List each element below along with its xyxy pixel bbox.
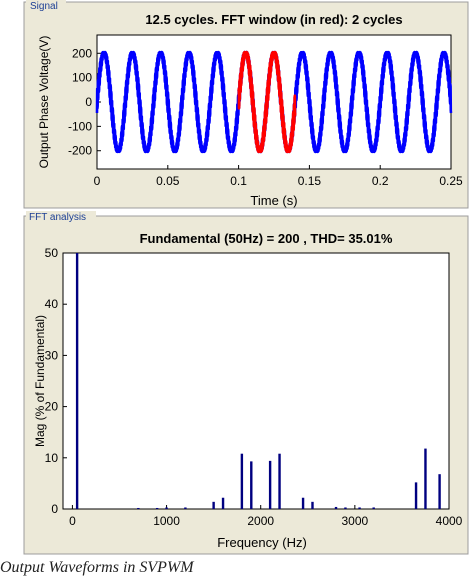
signal-xtick-label: 0.15 [298, 174, 322, 188]
fft-bar [424, 448, 427, 509]
signal-xtick-label: 0.1 [230, 174, 247, 188]
signal-xtick-label: 0.25 [439, 174, 463, 188]
fft-chart: Fundamental (50Hz) = 200 , THD= 35.01% F… [33, 231, 463, 550]
signal-ytick-label: 100 [72, 71, 92, 85]
fft-bar [278, 453, 281, 509]
fft-bar [372, 507, 375, 509]
signal-xtick-label: 0.2 [372, 174, 389, 188]
fft-xtick-label: 0 [69, 514, 76, 528]
fft-bar [240, 453, 244, 509]
signal-xlabel: Time (s) [250, 193, 297, 208]
fft-bar [344, 507, 347, 509]
signal-chart: 12.5 cycles. FFT window (in red): 2 cycl… [37, 12, 463, 208]
fft-xlabel: Frequency (Hz) [217, 535, 307, 550]
signal-ytick-label: -100 [68, 119, 92, 133]
fft-ylabel: Mag (% of Fundamental) [33, 315, 47, 447]
fft-ytick-label: 30 [45, 348, 59, 362]
fft-ytick-label: 40 [45, 297, 59, 311]
fft-bar [358, 507, 361, 509]
fft-xtick-label: 1000 [153, 514, 180, 528]
signal-ytick-label: 200 [72, 46, 92, 60]
fft-xtick-label: 2000 [247, 514, 274, 528]
fft-bar [165, 507, 168, 509]
fft-ytick-label: 0 [51, 502, 58, 516]
fft-bar [301, 497, 305, 509]
fft-bar [334, 506, 338, 509]
fft-xtick-label: 4000 [436, 514, 463, 528]
fft-ytick-label: 50 [45, 246, 59, 260]
fft-plot-area [62, 252, 450, 510]
fft-bar [155, 507, 159, 509]
fft-bar [311, 501, 314, 509]
fft-bar [414, 482, 418, 509]
figure-caption: Output Waveforms in SVPWM [0, 559, 194, 576]
signal-panel-label: Signal [30, 1, 58, 12]
fft-title: Fundamental (50Hz) = 200 , THD= 35.01% [140, 231, 393, 246]
fft-bar [250, 461, 253, 509]
signal-ytick-label: -200 [68, 144, 92, 158]
signal-title: 12.5 cycles. FFT window (in red): 2 cycl… [145, 12, 402, 27]
fft-bar [212, 501, 215, 509]
fft-bar [137, 507, 140, 509]
signal-ylabel: Output Phase Voltage(V) [37, 36, 51, 169]
fft-panel-label: FFT analysis [29, 212, 86, 223]
fft-ytick-label: 20 [45, 400, 59, 414]
signal-ytick-label: 0 [85, 95, 92, 109]
fft-ytick-label: 10 [45, 451, 59, 465]
fft-bar [221, 497, 225, 509]
fft-bar [438, 474, 441, 509]
fft-bar [268, 460, 272, 509]
fft-xtick-label: 3000 [342, 514, 369, 528]
fft-window-series-line [237, 50, 297, 154]
signal-xtick-label: 0 [94, 174, 101, 188]
fft-bar [184, 507, 187, 509]
signal-xtick-label: 0.05 [156, 174, 180, 188]
fft-bar [75, 253, 79, 509]
